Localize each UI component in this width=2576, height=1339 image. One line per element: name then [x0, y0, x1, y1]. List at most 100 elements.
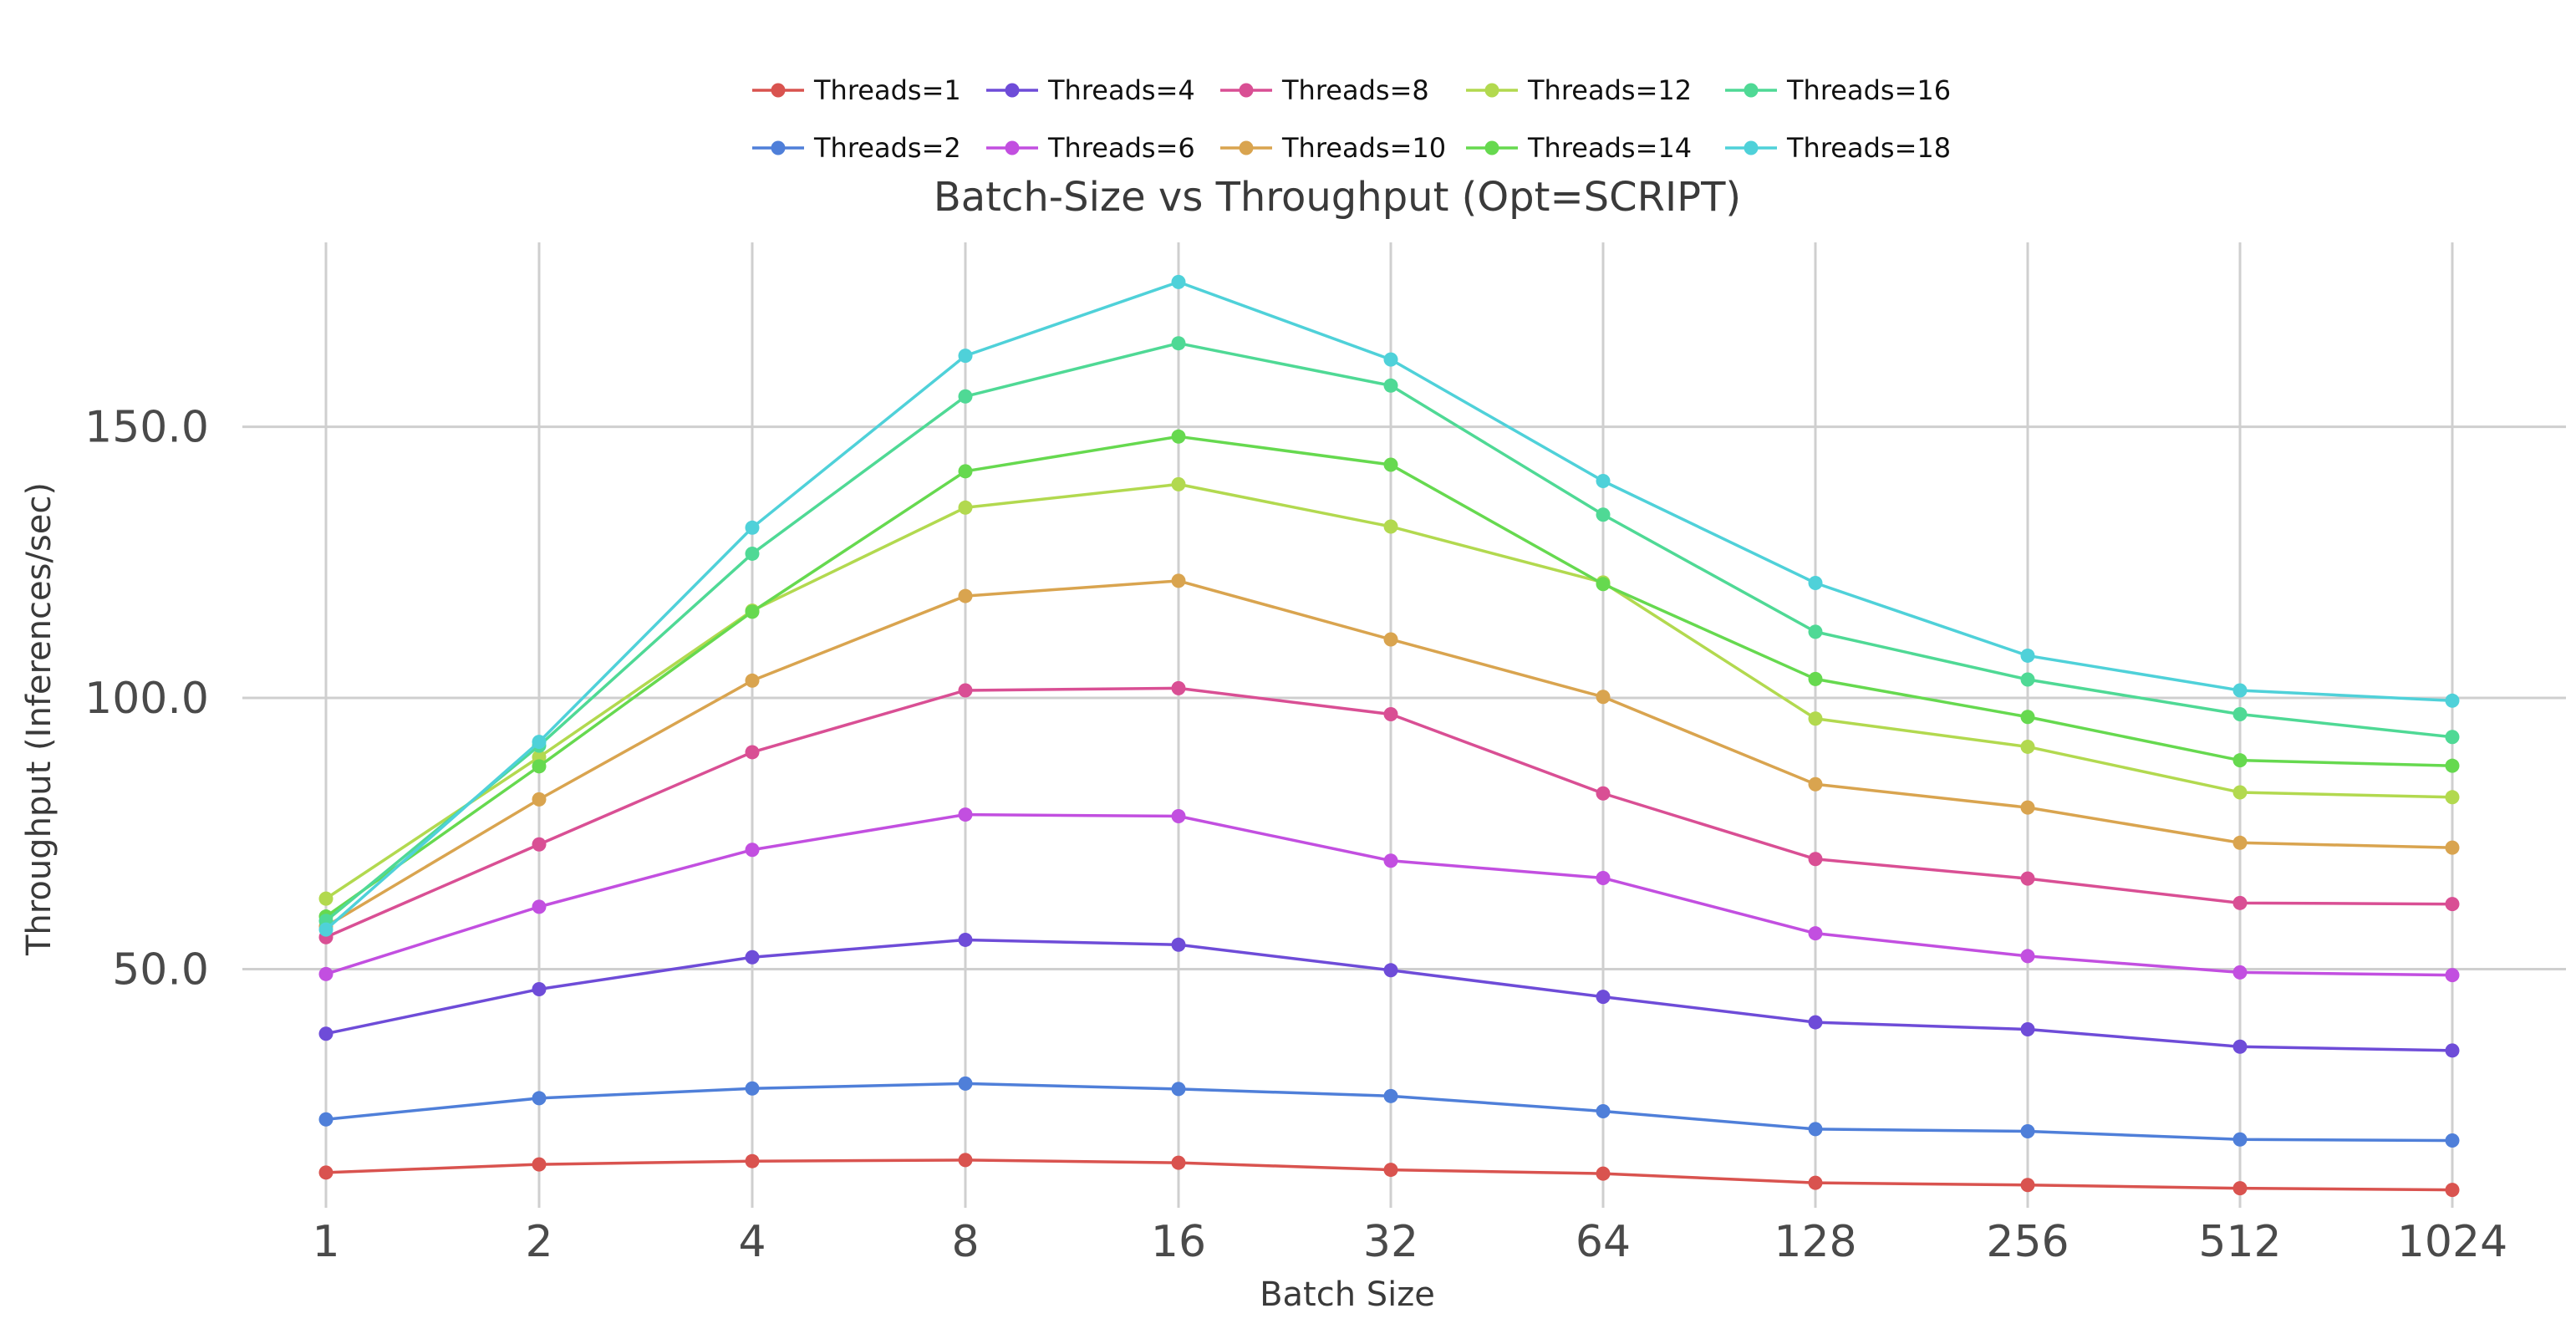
data-point	[1596, 1104, 1611, 1118]
data-point	[1808, 624, 1823, 639]
series-line	[325, 812, 2453, 977]
x-tick-label: 2	[525, 1217, 552, 1267]
data-point	[1808, 926, 1823, 941]
data-point	[1171, 573, 1186, 588]
data-point	[958, 588, 973, 603]
data-point	[318, 922, 333, 937]
x-tick-label: 4	[738, 1217, 766, 1267]
data-point	[2232, 683, 2248, 698]
legend-label: Threads=18	[1786, 132, 1951, 164]
data-point	[2020, 949, 2035, 964]
data-point	[2020, 648, 2035, 663]
legend-label: Threads=6	[1047, 132, 1195, 164]
data-point	[318, 1026, 333, 1041]
data-point	[1171, 429, 1186, 444]
data-point	[2445, 790, 2460, 805]
data-point	[1596, 786, 1611, 801]
data-point	[1808, 776, 1823, 792]
data-point	[1383, 707, 1398, 722]
data-point	[1596, 474, 1611, 489]
data-point	[2445, 730, 2460, 745]
data-point	[1383, 1163, 1398, 1178]
data-point	[2445, 1183, 2460, 1198]
data-point	[2232, 895, 2248, 910]
data-point	[958, 1076, 973, 1091]
data-point	[2232, 1181, 2248, 1196]
x-tick-label: 128	[1774, 1217, 1856, 1267]
data-point	[745, 950, 760, 965]
data-point	[1383, 963, 1398, 978]
legend-label: Threads=1	[813, 74, 961, 106]
data-point	[2020, 1178, 2035, 1193]
legend-swatch-marker	[771, 83, 786, 98]
data-point	[2020, 800, 2035, 815]
data-point	[745, 673, 760, 688]
data-point	[532, 1091, 547, 1106]
legend-swatch-marker	[771, 140, 786, 155]
data-point	[2020, 710, 2035, 725]
data-point	[2445, 840, 2460, 855]
series-threads-6	[318, 807, 2460, 983]
data-point	[1808, 1175, 1823, 1190]
data-point	[2020, 739, 2035, 754]
data-point	[2232, 753, 2248, 768]
data-point	[2232, 965, 2248, 980]
grid	[242, 242, 2566, 1208]
data-point	[1171, 1082, 1186, 1097]
data-point	[745, 1081, 760, 1096]
data-point	[1596, 690, 1611, 705]
data-point	[2232, 835, 2248, 850]
data-point	[745, 843, 760, 858]
legend-label: Threads=8	[1281, 74, 1429, 106]
legend-label: Threads=16	[1786, 74, 1951, 106]
data-point	[1171, 476, 1186, 491]
data-point	[2232, 707, 2248, 722]
legend-item: Threads=6	[986, 132, 1195, 164]
y-axis-label: Throughput (Inferences/sec)	[20, 482, 59, 956]
series-threads-14	[318, 429, 2460, 924]
data-point	[745, 520, 760, 535]
tick-labels: 1 2 4 8 16 32 64 128 256 512 1024 50.0 100.0 150.0	[84, 403, 2507, 1267]
data-point	[1808, 711, 1823, 726]
chart-title: Batch-Size vs Throughput (Opt=SCRIPT)	[934, 174, 1741, 221]
legend-swatch-marker	[1484, 140, 1499, 155]
y-tick-label: 150.0	[84, 403, 209, 453]
data-point	[532, 899, 547, 914]
data-point	[532, 735, 547, 750]
data-point	[532, 1157, 547, 1172]
data-point	[318, 1165, 333, 1180]
data-point	[1808, 852, 1823, 867]
data-point	[745, 546, 760, 561]
data-point	[532, 792, 547, 807]
data-point	[958, 349, 973, 364]
y-tick-label: 100.0	[84, 674, 209, 724]
legend-label: Threads=14	[1527, 132, 1692, 164]
legend-item: Threads=2	[752, 132, 961, 164]
legend-item: Threads=1	[752, 74, 961, 106]
data-point	[1171, 809, 1186, 824]
data-point	[318, 966, 333, 981]
x-tick-label: 16	[1151, 1217, 1206, 1267]
data-point	[958, 932, 973, 947]
x-tick-label: 256	[1986, 1217, 2069, 1267]
legend-label: Threads=4	[1047, 74, 1195, 106]
data-point	[2445, 1043, 2460, 1058]
data-point	[2445, 758, 2460, 773]
series	[318, 274, 2460, 1198]
legend-item: Threads=18	[1725, 132, 1951, 164]
x-tick-label: 32	[1363, 1217, 1418, 1267]
series-threads-2	[318, 1076, 2460, 1148]
data-point	[958, 683, 973, 698]
data-point	[745, 604, 760, 619]
legend-item: Threads=16	[1725, 74, 1951, 106]
legend-item: Threads=8	[1220, 74, 1429, 106]
data-point	[1808, 1015, 1823, 1030]
legend-item: Threads=4	[986, 74, 1195, 106]
data-point	[1383, 853, 1398, 868]
y-tick-label: 50.0	[112, 944, 209, 995]
x-axis-label: Batch Size	[1260, 1275, 1435, 1314]
data-point	[2020, 1124, 2035, 1139]
data-point	[1383, 378, 1398, 393]
data-point	[2445, 1133, 2460, 1148]
